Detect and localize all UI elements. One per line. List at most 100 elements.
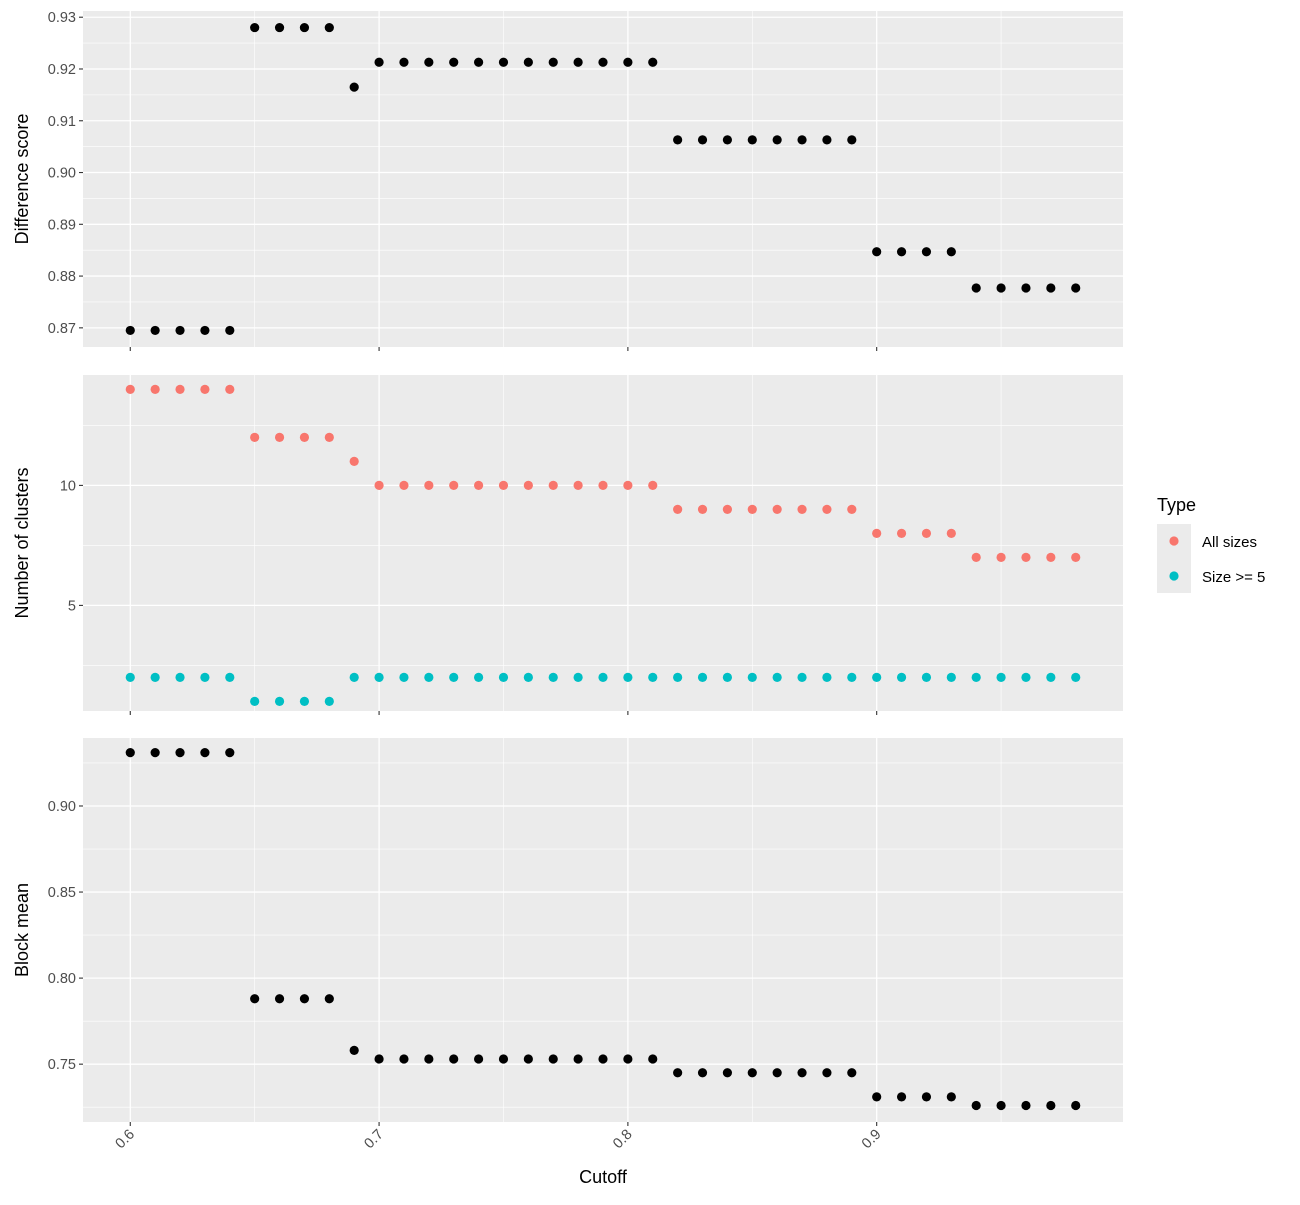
data-point	[697, 135, 708, 145]
data-point	[250, 432, 260, 442]
data-point	[200, 384, 210, 394]
data-point	[747, 504, 757, 514]
data-point	[1071, 552, 1081, 563]
data-point	[772, 1068, 782, 1078]
y-tick-label: 0.90	[48, 166, 76, 182]
data-point	[399, 672, 409, 683]
data-point	[548, 57, 558, 67]
data-point	[175, 748, 185, 758]
y-tick-label: 0.91	[48, 114, 76, 130]
difference-score-panel: 0.87 0.88 0.89 0.90 0.91 0.92 0.93 Difference s…	[12, 10, 1123, 351]
data-point	[324, 994, 334, 1004]
data-point	[822, 1068, 832, 1078]
data-point	[971, 1100, 981, 1111]
data-point	[498, 480, 509, 490]
data-point	[872, 672, 882, 683]
data-point	[921, 1092, 932, 1102]
data-point	[598, 672, 608, 683]
data-point	[150, 748, 160, 758]
data-point	[449, 480, 459, 490]
y-tick-label: 0.87	[48, 321, 76, 337]
data-point	[523, 480, 533, 490]
data-point	[175, 325, 185, 336]
data-point	[1046, 672, 1056, 683]
data-point	[498, 1054, 509, 1064]
data-point	[573, 1054, 583, 1064]
data-point	[225, 325, 235, 336]
data-point	[946, 1092, 956, 1102]
data-point	[324, 22, 334, 33]
data-point	[349, 672, 359, 683]
data-point	[772, 504, 782, 514]
data-point	[299, 994, 310, 1004]
data-point	[324, 432, 334, 442]
legend-entry-label: All sizes	[1202, 534, 1257, 551]
data-point	[225, 748, 235, 758]
data-point	[274, 994, 285, 1004]
data-point	[1021, 1100, 1031, 1111]
data-point	[722, 1068, 733, 1078]
y-tick-label: 5	[68, 598, 76, 614]
series-0	[125, 22, 1081, 336]
data-point	[971, 552, 981, 563]
data-point	[1046, 283, 1056, 293]
data-point	[473, 672, 484, 683]
data-point	[125, 325, 135, 336]
data-point	[1071, 283, 1081, 293]
data-point	[349, 456, 359, 466]
panel-background	[83, 11, 1123, 347]
data-point	[847, 1068, 857, 1078]
data-point	[822, 672, 832, 683]
y-axis-title: Block mean	[12, 883, 32, 977]
data-point	[673, 504, 683, 514]
y-tick-label: 10	[60, 478, 76, 494]
y-tick-label: 0.92	[48, 62, 76, 78]
data-point	[648, 1054, 658, 1064]
data-point	[1071, 672, 1081, 683]
data-point	[822, 135, 832, 145]
series-0	[125, 748, 1081, 1111]
data-point	[150, 672, 160, 683]
data-point	[125, 748, 135, 758]
data-point	[349, 1045, 359, 1055]
data-point	[573, 57, 583, 67]
number-of-clusters-panel: 5 10 Number of clusters	[12, 375, 1123, 715]
data-point	[1021, 283, 1031, 293]
data-point	[424, 57, 434, 67]
data-point	[648, 57, 658, 67]
data-point	[673, 672, 683, 683]
data-point	[996, 672, 1006, 683]
data-point	[747, 135, 757, 145]
data-point	[797, 504, 807, 514]
data-point	[747, 672, 757, 683]
data-point	[523, 1054, 533, 1064]
data-point	[299, 22, 310, 33]
data-point	[623, 480, 633, 490]
data-point	[175, 672, 185, 683]
data-point	[449, 57, 459, 67]
legend-key	[1169, 536, 1179, 546]
data-point	[971, 283, 981, 293]
data-point	[598, 1054, 608, 1064]
data-point	[1021, 672, 1031, 683]
data-point	[374, 672, 384, 683]
data-point	[274, 432, 285, 442]
data-point	[697, 504, 708, 514]
data-point	[573, 672, 583, 683]
y-tick-label: 0.88	[48, 269, 76, 285]
data-point	[225, 672, 235, 683]
legend: Type All sizes Size >= 5	[1157, 495, 1265, 593]
legend-key-background	[1157, 524, 1191, 593]
data-point	[424, 1054, 434, 1064]
data-point	[374, 57, 384, 67]
data-point	[473, 57, 484, 67]
data-point	[473, 480, 484, 490]
data-point	[648, 672, 658, 683]
data-point	[623, 57, 633, 67]
data-point	[896, 247, 907, 257]
data-point	[274, 696, 285, 707]
data-point	[722, 135, 733, 145]
data-point	[374, 480, 384, 490]
